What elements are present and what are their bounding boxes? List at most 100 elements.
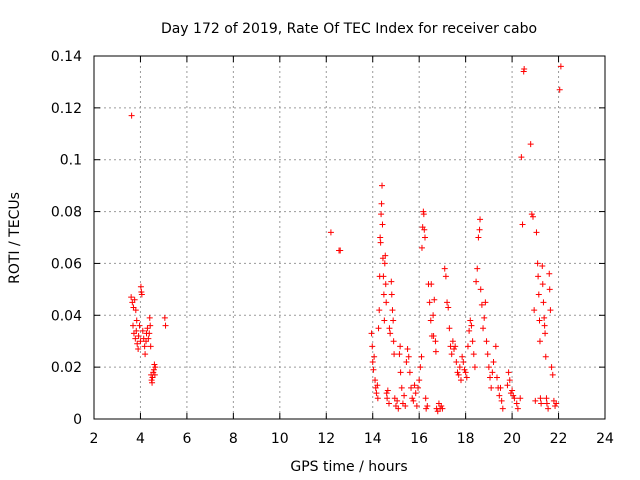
roti-point bbox=[475, 234, 482, 241]
roti-point bbox=[549, 371, 556, 378]
roti-point bbox=[403, 358, 410, 365]
roti-point bbox=[529, 213, 536, 220]
roti-point bbox=[133, 327, 140, 334]
y-tick-label: 0.14 bbox=[51, 49, 82, 65]
roti-point bbox=[432, 338, 439, 345]
roti-point bbox=[327, 229, 334, 236]
x-tick-label: 24 bbox=[596, 431, 614, 447]
roti-point bbox=[427, 317, 434, 324]
roti-point bbox=[539, 281, 546, 288]
roti-point bbox=[152, 364, 159, 371]
roti-point bbox=[513, 400, 520, 407]
roti-point bbox=[454, 369, 461, 376]
roti-point bbox=[134, 340, 141, 347]
roti-point bbox=[369, 358, 376, 365]
roti-point bbox=[401, 392, 408, 399]
roti-point bbox=[441, 265, 448, 272]
roti-point bbox=[387, 330, 394, 337]
roti-point bbox=[370, 366, 377, 373]
roti-point bbox=[471, 364, 478, 371]
roti-point bbox=[430, 312, 437, 319]
roti-point bbox=[379, 221, 386, 228]
roti-point bbox=[408, 384, 415, 391]
roti-point bbox=[438, 403, 445, 410]
roti-point bbox=[480, 325, 487, 332]
roti-point bbox=[385, 400, 392, 407]
roti-point bbox=[377, 239, 384, 246]
roti-point bbox=[146, 314, 153, 321]
roti-point bbox=[390, 317, 397, 324]
roti-point bbox=[455, 371, 462, 378]
roti-point bbox=[426, 299, 433, 306]
roti-point bbox=[137, 338, 144, 345]
roti-point bbox=[383, 299, 390, 306]
roti-point bbox=[543, 400, 550, 407]
roti-point bbox=[532, 397, 539, 404]
x-tick-label: 20 bbox=[503, 431, 521, 447]
roti-point bbox=[488, 384, 495, 391]
roti-point bbox=[144, 325, 151, 332]
chart-title: Day 172 of 2019, Rate Of TEC Index for r… bbox=[161, 21, 537, 37]
roti-point bbox=[377, 234, 384, 241]
roti-point bbox=[511, 395, 518, 402]
roti-point bbox=[381, 260, 388, 267]
roti-point bbox=[150, 366, 157, 373]
x-tick-label: 8 bbox=[229, 431, 238, 447]
roti-point bbox=[409, 395, 416, 402]
roti-point bbox=[483, 338, 490, 345]
roti-point bbox=[535, 291, 542, 298]
roti-point bbox=[493, 374, 500, 381]
roti-point bbox=[136, 322, 143, 329]
x-tick-label: 6 bbox=[182, 431, 191, 447]
y-tick-label: 0.12 bbox=[51, 101, 82, 117]
roti-point bbox=[372, 377, 379, 384]
roti-point bbox=[418, 244, 425, 251]
roti-point bbox=[477, 216, 484, 223]
roti-point bbox=[477, 286, 484, 293]
roti-point bbox=[337, 247, 344, 254]
roti-point bbox=[146, 330, 153, 337]
roti-point bbox=[482, 299, 489, 306]
roti-point bbox=[415, 384, 422, 391]
roti-point bbox=[547, 307, 554, 314]
roti-point bbox=[542, 330, 549, 337]
roti-point bbox=[514, 405, 521, 412]
roti-point bbox=[509, 387, 516, 394]
roti-point bbox=[540, 299, 547, 306]
roti-point bbox=[151, 371, 158, 378]
roti-point bbox=[394, 397, 401, 404]
roti-point bbox=[142, 351, 149, 358]
roti-point bbox=[545, 405, 552, 412]
roti-point bbox=[423, 405, 430, 412]
roti-point bbox=[481, 314, 488, 321]
roti-point bbox=[521, 65, 528, 72]
roti-point bbox=[374, 395, 381, 402]
roti-point bbox=[388, 291, 395, 298]
roti-point bbox=[382, 252, 389, 259]
roti-point bbox=[504, 382, 511, 389]
roti-point bbox=[439, 405, 446, 412]
x-tick-label: 18 bbox=[457, 431, 475, 447]
roti-point bbox=[161, 314, 168, 321]
roti-point bbox=[492, 343, 499, 350]
roti-point bbox=[468, 322, 475, 329]
roti-point bbox=[473, 278, 480, 285]
roti-point bbox=[463, 374, 470, 381]
roti-point bbox=[528, 211, 535, 218]
roti-point bbox=[543, 395, 550, 402]
roti-point bbox=[553, 400, 560, 407]
roti-point bbox=[396, 351, 403, 358]
roti-point bbox=[131, 296, 138, 303]
roti-point bbox=[506, 377, 513, 384]
roti-point bbox=[374, 382, 381, 389]
roti-point bbox=[138, 291, 145, 298]
roti-point bbox=[533, 229, 540, 236]
roti-point bbox=[490, 358, 497, 365]
axis-ticks: 2 4 6 8 10 12 14 16 18 20 22 2400.020.040.060.080.1… bbox=[51, 49, 614, 447]
roti-point bbox=[535, 273, 542, 280]
grid-lines bbox=[94, 56, 605, 419]
roti-point bbox=[412, 390, 419, 397]
y-tick-label: 0.08 bbox=[51, 205, 82, 221]
roti-point bbox=[375, 325, 382, 332]
